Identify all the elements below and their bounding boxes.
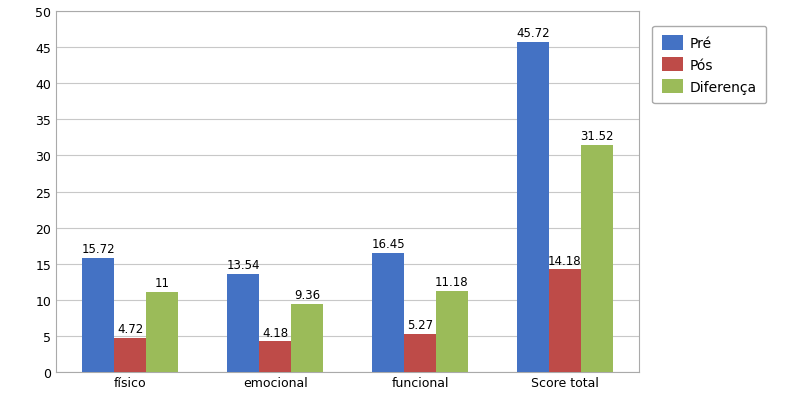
Text: 4.18: 4.18 bbox=[262, 326, 288, 339]
Bar bbox=[114, 338, 146, 372]
Text: 31.52: 31.52 bbox=[580, 129, 614, 142]
Text: 14.18: 14.18 bbox=[548, 254, 582, 267]
Text: 4.72: 4.72 bbox=[117, 322, 143, 335]
Bar bbox=[549, 270, 581, 372]
Bar bbox=[291, 304, 323, 372]
Text: 11.18: 11.18 bbox=[435, 275, 469, 289]
Text: 15.72: 15.72 bbox=[81, 243, 115, 256]
Legend: Pré, Pós, Diferença: Pré, Pós, Diferença bbox=[652, 26, 766, 104]
Bar bbox=[581, 145, 613, 372]
Bar bbox=[404, 334, 436, 372]
Bar bbox=[517, 43, 549, 372]
Bar bbox=[372, 254, 404, 372]
Text: 11: 11 bbox=[155, 277, 169, 290]
Text: 13.54: 13.54 bbox=[226, 259, 260, 271]
Bar bbox=[228, 274, 259, 372]
Bar bbox=[146, 293, 178, 372]
Bar bbox=[259, 342, 291, 372]
Bar bbox=[436, 291, 467, 372]
Text: 45.72: 45.72 bbox=[516, 27, 550, 40]
Text: 16.45: 16.45 bbox=[372, 237, 405, 251]
Bar bbox=[82, 259, 114, 372]
Text: 9.36: 9.36 bbox=[294, 289, 320, 301]
Text: 5.27: 5.27 bbox=[407, 318, 433, 331]
